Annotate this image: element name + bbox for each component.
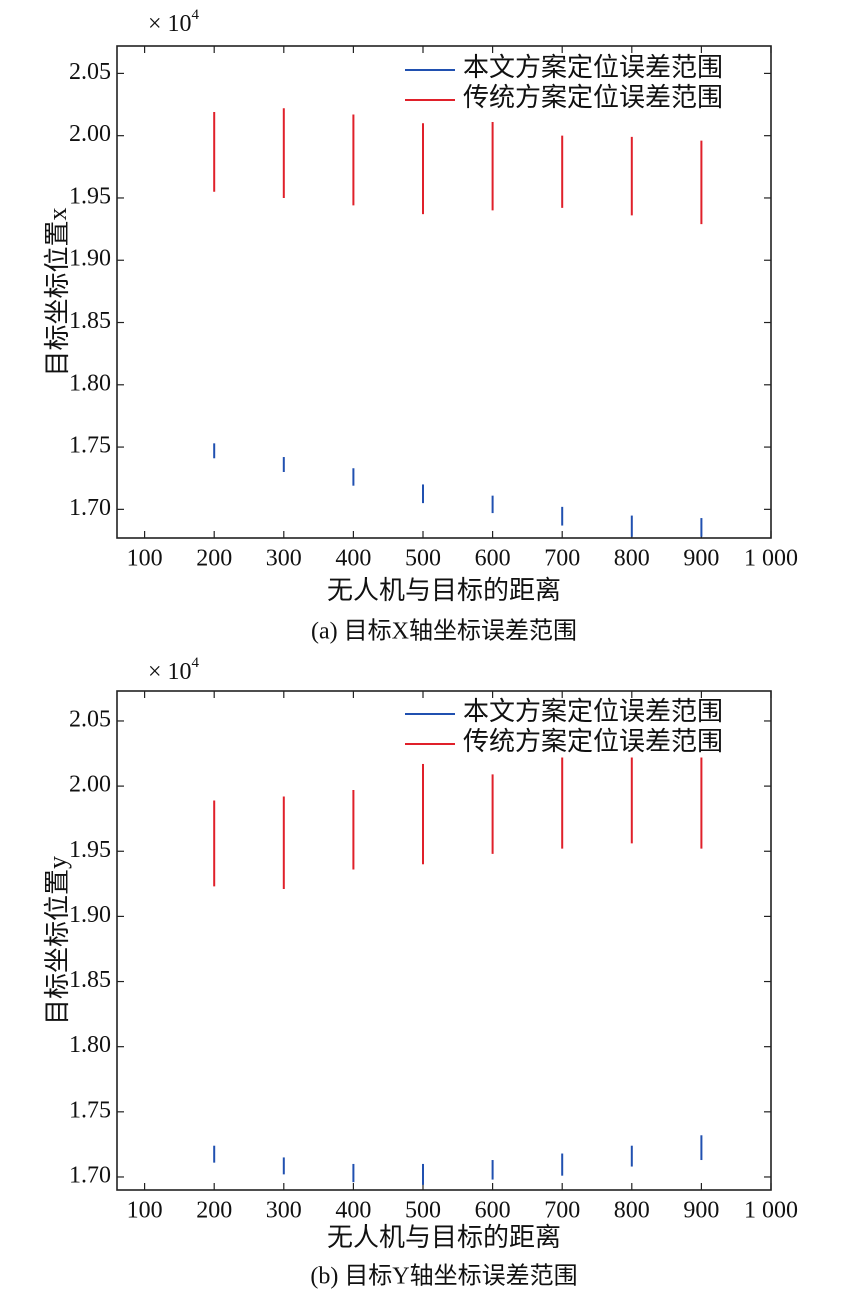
scale-exponent: 4 [192,655,200,671]
y-tick-label: 2.05 [69,706,111,732]
y-tick-label: 1.90 [69,902,111,928]
y-tick-label: 1.70 [69,1162,111,1188]
axis-scale: × 104 [148,7,200,36]
x-tick-label: 700 [544,1198,580,1224]
x-tick-label: 300 [266,1198,302,1224]
legend-label: 本文方案定位误差范围 [463,697,723,726]
x-axis-label: 无人机与目标的距离 [327,576,561,605]
y-tick-label: 2.00 [69,772,111,798]
x-tick-label: 1 000 [744,546,798,572]
legend-label: 本文方案定位误差范围 [463,53,723,82]
legend-label: 传统方案定位误差范围 [463,83,723,112]
y-tick-label: 1.75 [69,1097,111,1123]
y-axis-label: 目标坐标位置y [43,856,72,1025]
x-tick-label: 400 [335,1198,371,1224]
y-tick-label: 1.85 [69,967,111,993]
x-tick-label: 200 [196,1198,232,1224]
y-tick-label: 2.00 [69,121,111,147]
x-tick-label: 1 000 [744,1198,798,1224]
caption: (a) 目标X轴坐标误差范围 [311,618,577,645]
x-tick-label: 500 [405,546,441,572]
plot-area [213,108,703,537]
y-tick-label: 1.95 [69,837,111,863]
scale-base: × 10 [148,659,192,685]
plot-area [213,757,703,1185]
plot-frame [116,45,772,539]
x-tick-label: 500 [405,1198,441,1224]
x-tick-label: 100 [127,1198,163,1224]
plot-frame [116,690,772,1191]
axis-scale: × 104 [148,655,200,684]
y-tick-label: 1.80 [69,370,111,396]
caption: (b) 目标Y轴坐标误差范围 [310,1263,577,1290]
x-tick-label: 700 [544,546,580,572]
x-tick-label: 600 [475,1198,511,1224]
y-tick-label: 1.90 [69,246,111,272]
x-tick-label: 100 [127,546,163,572]
x-tick-label: 200 [196,546,232,572]
y-tick-label: 1.85 [69,308,111,334]
y-tick-label: 1.70 [69,495,111,521]
y-tick-label: 1.80 [69,1032,111,1058]
y-tick-label: 2.05 [69,59,111,85]
scale-base: × 10 [148,11,192,37]
scale-exponent: 4 [192,7,200,23]
x-tick-label: 300 [266,546,302,572]
y-tick-label: 1.75 [69,433,111,459]
y-axis-label: 目标坐标位置x [43,207,72,376]
x-tick-label: 800 [614,1198,650,1224]
x-tick-label: 900 [683,1198,719,1224]
x-tick-label: 800 [614,546,650,572]
legend-label: 传统方案定位误差范围 [463,727,723,756]
x-tick-label: 400 [335,546,371,572]
x-axis-label: 无人机与目标的距离 [327,1223,561,1252]
x-tick-label: 900 [683,546,719,572]
y-tick-label: 1.95 [69,183,111,209]
x-tick-label: 600 [475,546,511,572]
